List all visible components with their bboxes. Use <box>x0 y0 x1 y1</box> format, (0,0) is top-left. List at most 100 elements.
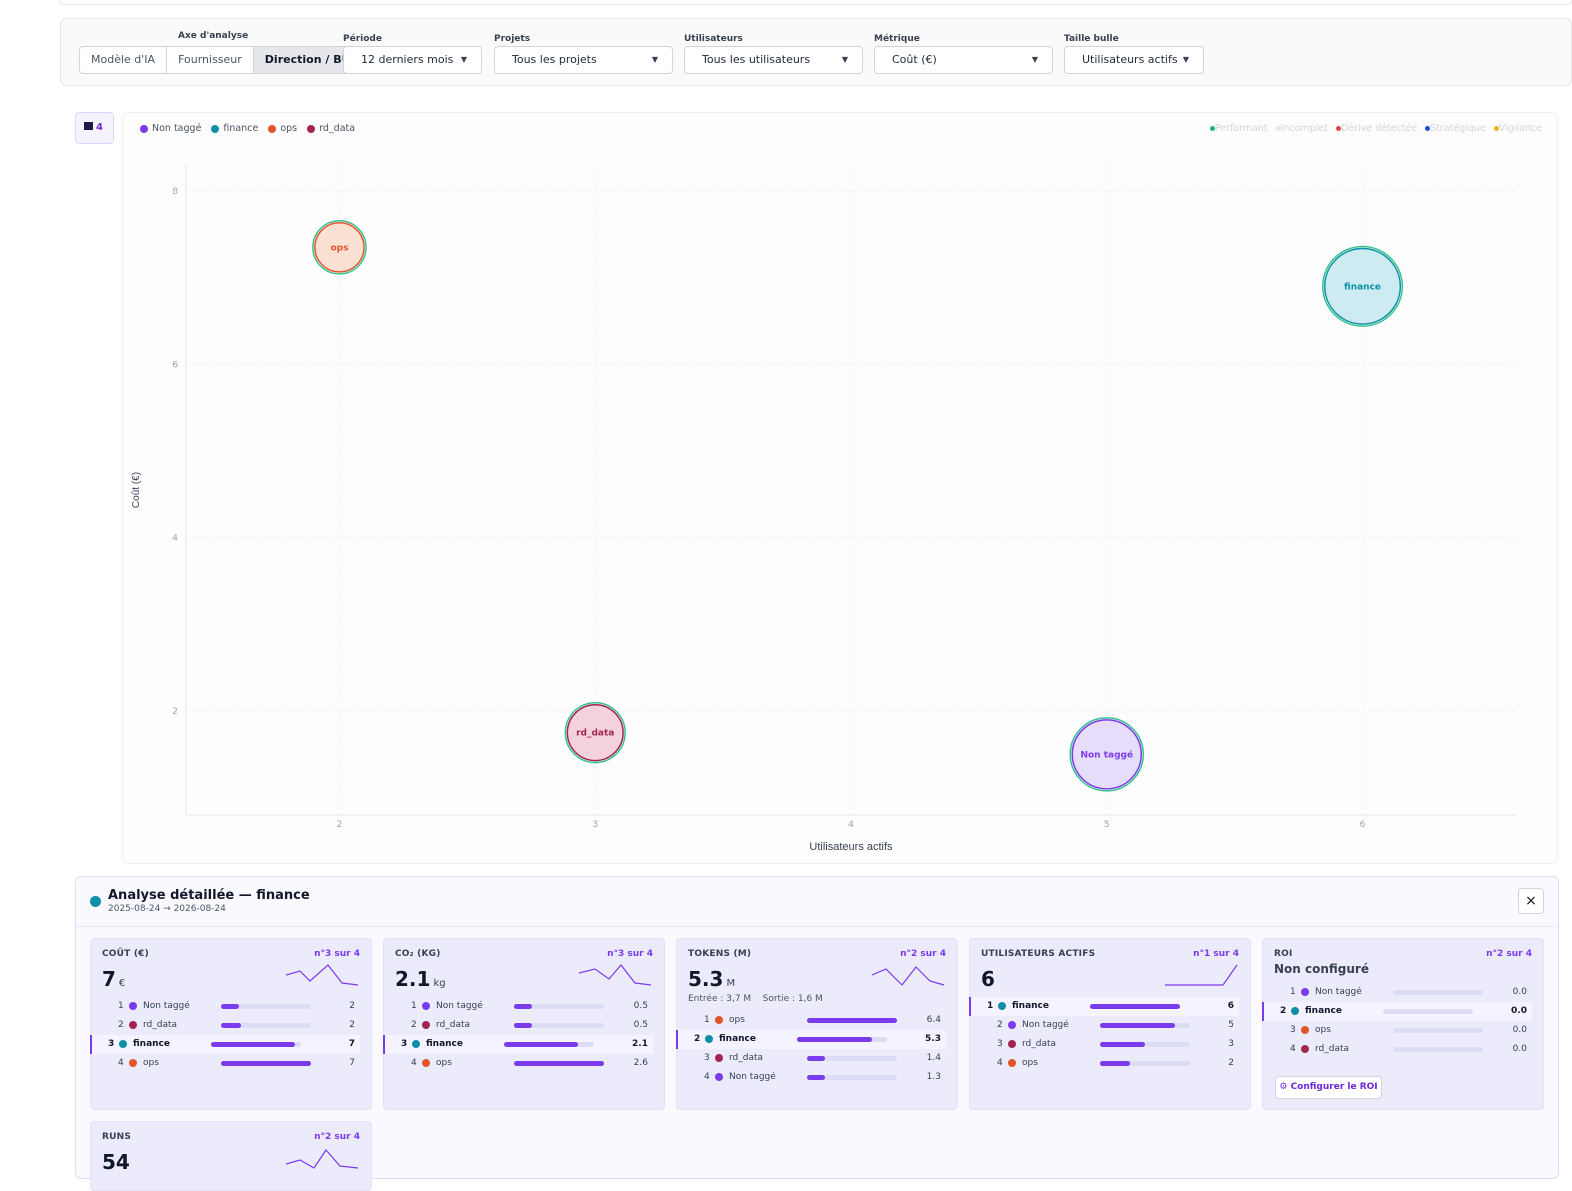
bubble-status-ring <box>564 702 626 764</box>
legend-item[interactable]: rd_data <box>307 123 355 134</box>
metric-card: UTILISATEURS ACTIFS n°1 sur 4 6 1 finance… <box>969 938 1251 1110</box>
card-title: ROI <box>1274 949 1293 959</box>
status-label: Incomplet <box>1280 123 1328 134</box>
ranking-row[interactable]: 3 rd_data 1.4 <box>688 1049 946 1068</box>
row-dot <box>1301 1045 1309 1053</box>
row-bar <box>1100 1061 1190 1066</box>
card-unit: kg <box>433 978 446 989</box>
detail-dates: 2025-08-24 → 2026-08-24 <box>108 904 226 914</box>
card-value-number: 7 <box>102 967 116 991</box>
row-dot <box>422 1002 430 1010</box>
sparkline <box>872 966 945 986</box>
row-name: ops <box>436 1058 452 1068</box>
ranking-row[interactable]: 4 ops 7 <box>102 1054 360 1073</box>
period-select[interactable]: 12 derniers mois ▼ <box>343 46 482 74</box>
legend-label: rd_data <box>319 123 356 134</box>
status-label: Vigilance <box>1498 123 1542 134</box>
legend-toggle-button[interactable]: 4 <box>75 112 114 144</box>
bubble-status-ring <box>312 219 367 275</box>
axis-option-provider[interactable]: Fournisseur <box>167 47 254 73</box>
row-bar-fill <box>211 1042 295 1047</box>
legend-item[interactable]: ops <box>268 123 297 134</box>
ranking-row[interactable]: 2 finance 5.3 <box>676 1030 946 1049</box>
row-bar <box>807 1075 897 1080</box>
status-legend-item[interactable]: Dérive détectée <box>1335 123 1418 134</box>
status-legend-item[interactable]: Incomplet <box>1275 123 1328 134</box>
ranking-row[interactable]: 4 ops 2 <box>981 1054 1239 1073</box>
row-value: 2.1 <box>632 1039 648 1049</box>
ranking-row[interactable]: 1 Non taggé 2 <box>102 997 360 1016</box>
ranking-row[interactable]: 3 ops 0.0 <box>1274 1021 1532 1040</box>
row-value: 0.0 <box>1512 987 1527 997</box>
detail-panel: Analyse détaillée — finance 2025-08-24 →… <box>75 876 1559 1191</box>
row-value: 2 <box>349 1001 355 1011</box>
row-name: ops <box>1315 1025 1331 1035</box>
row-bar-fill <box>504 1042 578 1047</box>
card-status: Non configuré <box>1274 962 1369 976</box>
bubble[interactable] <box>314 221 365 273</box>
row-rank: 3 <box>997 1039 1003 1049</box>
metric-card: CO₂ (KG) n°3 sur 4 2.1 kg 1 Non taggé 0.5 … <box>383 938 665 1110</box>
row-bar-fill <box>1090 1004 1180 1009</box>
bubble[interactable] <box>1071 719 1143 790</box>
ranking-row[interactable]: 2 rd_data 0.5 <box>395 1016 653 1035</box>
users-label: Utilisateurs <box>684 34 743 44</box>
ranking-row[interactable]: 4 Non taggé 1.3 <box>688 1068 946 1087</box>
ranking-row[interactable]: 2 finance 0.0 <box>1262 1002 1532 1021</box>
ranking-row[interactable]: 3 finance 2.1 <box>383 1035 653 1054</box>
status-dot <box>1275 126 1281 131</box>
row-bar-fill <box>221 1004 239 1009</box>
x-tick-label: 2 <box>337 820 343 830</box>
row-rank: 1 <box>1290 987 1296 997</box>
legend-item[interactable]: finance <box>211 123 258 134</box>
series-legend: Non taggé finance ops rd_data <box>140 123 355 134</box>
bubble[interactable] <box>1323 247 1402 325</box>
row-dot <box>1301 988 1309 996</box>
bubble-status-ring <box>1069 717 1145 792</box>
y-tick-label: 8 <box>172 187 178 197</box>
bubble-size-select[interactable]: Utilisateurs actifs ▼ <box>1064 46 1204 74</box>
close-button[interactable]: × <box>1518 888 1544 914</box>
configure-roi-button[interactable]: ⚙ Configurer le ROI <box>1275 1076 1382 1099</box>
status-legend-item[interactable]: Vigilance <box>1493 123 1542 134</box>
y-tick-label: 6 <box>172 360 178 370</box>
users-select[interactable]: Tous les utilisateurs ▼ <box>684 46 863 74</box>
row-dot <box>1008 1021 1016 1029</box>
row-bar <box>1393 1047 1483 1052</box>
status-legend-item[interactable]: Stratégique <box>1425 123 1486 134</box>
status-label: Dérive détectée <box>1340 123 1418 134</box>
axis-option-model[interactable]: Modèle d'IA <box>80 47 168 73</box>
metric-select[interactable]: Coût (€) ▼ <box>874 46 1053 74</box>
status-label: Stratégique <box>1430 123 1486 134</box>
ranking-row[interactable]: 2 rd_data 2 <box>102 1016 360 1035</box>
row-name: rd_data <box>1022 1039 1057 1049</box>
row-name: Non taggé <box>1022 1020 1069 1030</box>
sparkline <box>1165 964 1238 986</box>
ranking-row[interactable]: 4 rd_data 0.0 <box>1274 1040 1532 1059</box>
row-dot <box>129 1059 137 1067</box>
row-name: Non taggé <box>436 1001 483 1011</box>
ranking-row[interactable]: 4 ops 2.6 <box>395 1054 653 1073</box>
row-bar-fill <box>797 1037 872 1042</box>
row-value: 2.6 <box>633 1058 648 1068</box>
ranking-row[interactable]: 2 Non taggé 5 <box>981 1016 1239 1035</box>
projects-select[interactable]: Tous les projets ▼ <box>494 46 673 74</box>
row-bar <box>504 1042 594 1047</box>
row-bar-fill <box>514 1023 532 1028</box>
status-dot <box>1493 126 1499 131</box>
row-dot <box>119 1040 127 1048</box>
ranking-row[interactable]: 1 Non taggé 0.0 <box>1274 983 1532 1002</box>
ranking-row[interactable]: 1 ops 6.4 <box>688 1011 946 1030</box>
ranking-row[interactable]: 3 finance 7 <box>90 1035 360 1054</box>
row-bar <box>514 1023 604 1028</box>
ranking-row[interactable]: 1 finance 6 <box>969 997 1239 1016</box>
status-legend-item[interactable]: Performant <box>1209 123 1268 134</box>
legend-item[interactable]: Non taggé <box>140 123 201 134</box>
projects-value: Tous les projets <box>512 53 597 66</box>
row-bar <box>221 1023 311 1028</box>
status-dot <box>1335 126 1341 131</box>
ranking-row[interactable]: 1 Non taggé 0.5 <box>395 997 653 1016</box>
bubble[interactable] <box>566 704 624 762</box>
ranking-row[interactable]: 3 rd_data 3 <box>981 1035 1239 1054</box>
row-name: rd_data <box>729 1053 764 1063</box>
